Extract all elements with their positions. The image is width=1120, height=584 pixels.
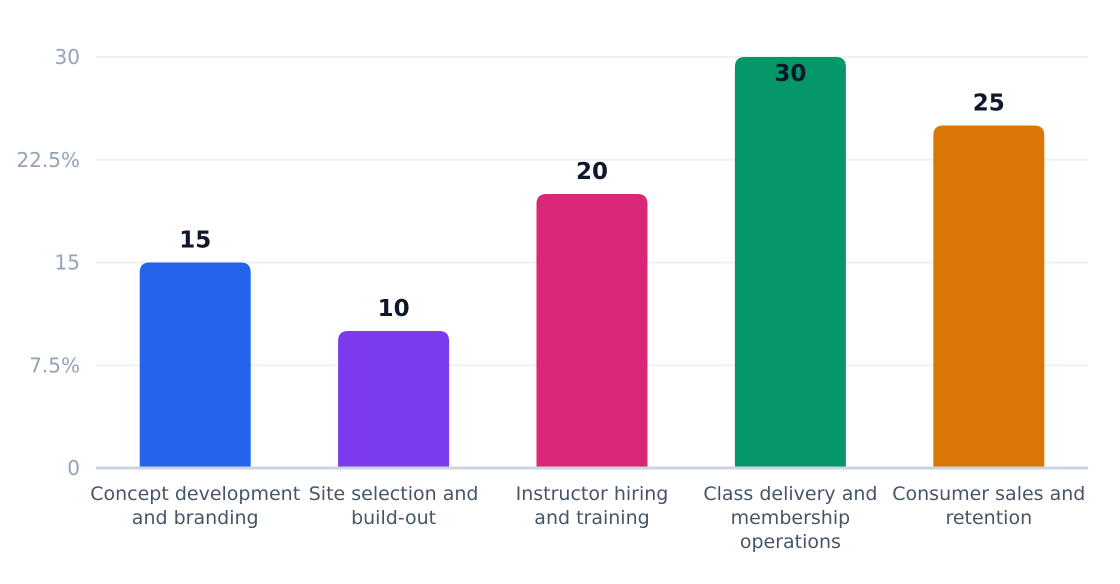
y-tick-label: 0 xyxy=(67,456,80,480)
bar xyxy=(734,57,846,468)
y-tick-label: 22.5% xyxy=(16,148,80,172)
data-labels: 15 10 20 30 25 xyxy=(179,61,1005,322)
x-tick-label: Site selection and build-out xyxy=(309,483,479,529)
data-label: 10 xyxy=(378,296,410,322)
bar xyxy=(933,125,1045,468)
bar xyxy=(338,331,450,468)
data-label: 25 xyxy=(973,91,1005,117)
y-axis-ticks: 0 7.5% 15 22.5% 30 xyxy=(16,45,80,480)
x-tick-label: Concept development and branding xyxy=(90,483,300,529)
x-tick-label: Instructor hiring and training xyxy=(516,483,669,529)
y-tick-label: 30 xyxy=(55,45,80,69)
data-label: 30 xyxy=(774,61,806,87)
x-tick-label: Class delivery and membership operations xyxy=(703,483,877,553)
bar xyxy=(139,262,251,468)
y-tick-label: 7.5% xyxy=(29,353,80,377)
bars xyxy=(139,57,1045,468)
x-tick-label: Consumer sales and retention xyxy=(892,483,1085,529)
data-label: 20 xyxy=(576,159,608,185)
bar xyxy=(536,194,648,468)
data-label: 15 xyxy=(179,228,211,254)
y-tick-label: 15 xyxy=(55,251,80,275)
